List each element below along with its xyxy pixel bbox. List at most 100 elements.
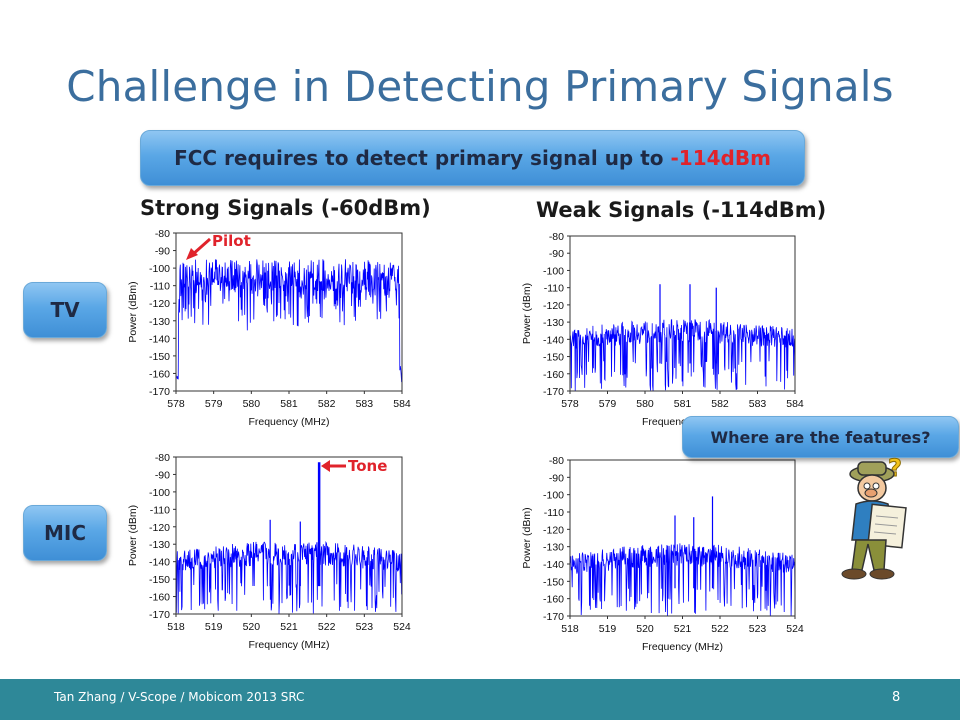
y-tick-label: -110 — [150, 281, 170, 293]
y-tick-label: -90 — [155, 469, 170, 481]
chart-tv-weak: -80-90-100-110-120-130-140-150-160-17057… — [521, 231, 804, 428]
x-tick-label: 524 — [786, 623, 804, 635]
y-tick-label: -80 — [549, 231, 564, 243]
x-tick-label: 523 — [749, 623, 767, 635]
y-tick-label: -160 — [149, 368, 170, 380]
pilot-arrow — [186, 237, 211, 260]
y-tick-label: -90 — [155, 246, 170, 258]
spectrum-trace — [175, 259, 403, 383]
footer-bar — [0, 679, 960, 720]
y-tick-label: -140 — [543, 559, 564, 571]
tv-row-label: TV — [23, 282, 107, 338]
y-tick-label: -110 — [544, 507, 564, 519]
x-tick-label: 521 — [674, 623, 692, 635]
y-tick-label: -130 — [149, 539, 170, 551]
y-axis-label: Power (dBm) — [521, 507, 533, 568]
y-tick-label: -120 — [149, 522, 170, 534]
y-tick-label: -90 — [549, 248, 564, 260]
y-axis-label: Power (dBm) — [127, 505, 139, 566]
y-tick-label: -150 — [149, 351, 170, 363]
x-tick-label: 582 — [318, 398, 336, 410]
slide-title: Challenge in Detecting Primary Signals — [66, 62, 894, 111]
x-tick-label: 519 — [599, 623, 617, 635]
x-tick-label: 522 — [318, 621, 336, 633]
y-tick-label: -90 — [549, 472, 564, 484]
y-axis-label: Power (dBm) — [521, 283, 533, 344]
tone-label: Tone — [348, 457, 388, 475]
y-tick-label: -140 — [543, 334, 564, 346]
y-tick-label: -130 — [543, 317, 564, 329]
weak-signals-heading: Weak Signals (-114dBm) — [536, 198, 827, 222]
y-tick-label: -150 — [543, 576, 564, 588]
y-axis-label: Power (dBm) — [127, 281, 139, 342]
x-tick-label: 520 — [636, 623, 654, 635]
x-tick-label: 581 — [280, 398, 298, 410]
spectrum-trace — [175, 541, 403, 614]
y-tick-label: -100 — [149, 263, 170, 275]
y-tick-label: -80 — [155, 452, 170, 464]
y-tick-label: -140 — [149, 333, 170, 345]
y-tick-label: -100 — [543, 265, 564, 277]
x-tick-label: 523 — [356, 621, 374, 633]
y-tick-label: -160 — [543, 594, 564, 606]
x-tick-label: 580 — [243, 398, 261, 410]
y-tick-label: -160 — [543, 369, 564, 381]
y-tick-label: -120 — [149, 298, 170, 310]
chart-tv-strong: -80-90-100-110-120-130-140-150-160-17057… — [127, 228, 411, 428]
fcc-requirement-text: FCC requires to detect primary signal up… — [174, 146, 664, 170]
y-tick-label: -150 — [543, 352, 564, 364]
x-tick-label: 582 — [711, 398, 729, 410]
y-tick-label: -110 — [150, 504, 170, 516]
x-tick-label: 584 — [393, 398, 411, 410]
y-tick-label: -130 — [543, 542, 564, 554]
y-tick-label: -170 — [543, 386, 564, 398]
y-tick-label: -160 — [149, 592, 170, 604]
fcc-threshold-value: -114dBm — [670, 146, 771, 170]
pilot-label: Pilot — [212, 232, 251, 250]
x-tick-label: 521 — [280, 621, 298, 633]
spectrum-trace — [569, 543, 796, 616]
chart-mic-strong: -80-90-100-110-120-130-140-150-160-17051… — [127, 452, 411, 651]
x-tick-label: 580 — [636, 398, 654, 410]
y-tick-label: -120 — [543, 524, 564, 536]
y-tick-label: -80 — [155, 228, 170, 240]
y-tick-label: -140 — [149, 557, 170, 569]
strong-signals-heading: Strong Signals (-60dBm) — [140, 196, 431, 220]
x-axis-label: Frequency (MHz) — [248, 416, 329, 428]
x-tick-label: 579 — [599, 398, 617, 410]
fcc-requirement-banner: FCC requires to detect primary signal up… — [140, 130, 805, 186]
x-tick-label: 584 — [786, 398, 804, 410]
spectrum-trace — [569, 318, 796, 391]
x-tick-label: 522 — [711, 623, 729, 635]
page-number: 8 — [892, 690, 901, 705]
features-question-banner: Where are the features? — [682, 416, 959, 458]
y-tick-label: -100 — [149, 487, 170, 499]
x-axis-label: Frequency (MHz) — [248, 639, 329, 651]
x-tick-label: 583 — [356, 398, 374, 410]
y-tick-label: -110 — [544, 283, 564, 295]
y-tick-label: -100 — [543, 490, 564, 502]
y-tick-label: -80 — [549, 455, 564, 467]
y-tick-label: -130 — [149, 316, 170, 328]
y-tick-label: -170 — [149, 386, 170, 398]
mic-row-label: MIC — [23, 505, 107, 561]
y-tick-label: -170 — [149, 609, 170, 621]
tone-arrow — [321, 460, 346, 472]
x-tick-label: 518 — [167, 621, 185, 633]
confused-man-illustration: ? — [841, 454, 907, 580]
x-tick-label: 578 — [561, 398, 579, 410]
x-tick-label: 519 — [205, 621, 223, 633]
x-tick-label: 579 — [205, 398, 223, 410]
x-tick-label: 524 — [393, 621, 411, 633]
x-tick-label: 583 — [749, 398, 767, 410]
chart-mic-weak: -80-90-100-110-120-130-140-150-160-17051… — [521, 455, 804, 653]
x-axis-label: Frequency (MHz) — [642, 641, 723, 653]
footer-citation: Tan Zhang / V-Scope / Mobicom 2013 SRC — [54, 690, 305, 704]
y-tick-label: -150 — [149, 574, 170, 586]
y-tick-label: -120 — [543, 300, 564, 312]
x-tick-label: 518 — [561, 623, 579, 635]
x-tick-label: 581 — [674, 398, 692, 410]
x-tick-label: 520 — [243, 621, 261, 633]
y-tick-label: -170 — [543, 611, 564, 623]
x-tick-label: 578 — [167, 398, 185, 410]
